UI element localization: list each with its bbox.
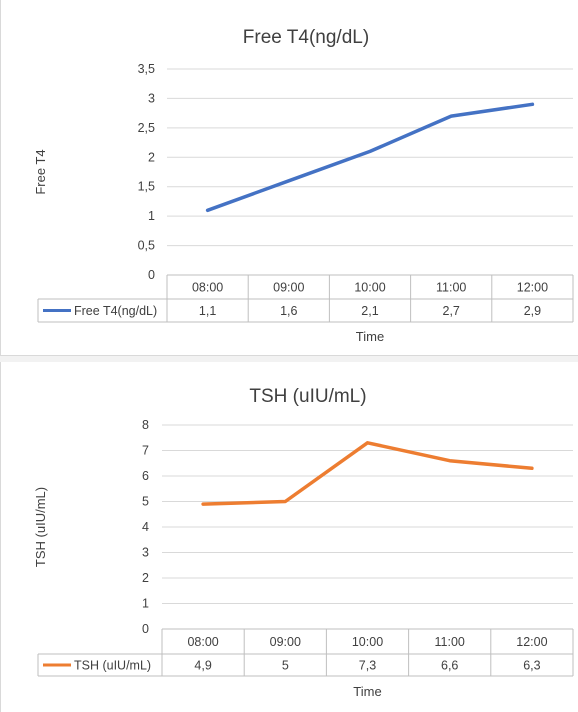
y-tick-label: 6	[142, 469, 149, 483]
y-tick-label: 2,5	[138, 121, 155, 135]
data-table-value: 4,9	[194, 659, 211, 673]
y-tick-label: 0	[142, 622, 149, 636]
chart-panel-tsh: TSH (uIU/mL) TSH (uIU/mL) 0 1 2 3 4 5 6 7 8 08:00 09…	[0, 362, 578, 712]
y-tick-label: 8	[142, 418, 149, 432]
chart-panel-free-t4: Free T4(ng/dL) Free T4 0 0,5 1 1,5 2 2,5 3 3,5 08:…	[0, 0, 578, 356]
x-category-label: 11:00	[436, 281, 466, 295]
free-t4-chart: Free T4(ng/dL) Free T4 0 0,5 1 1,5 2 2,5 3 3,5 08:…	[33, 27, 574, 344]
y-tick-label: 1	[148, 209, 155, 223]
y-axis-label: TSH (uIU/mL)	[33, 487, 48, 567]
legend-series-name: Free T4(ng/dL)	[74, 304, 157, 318]
x-axis-label: Time	[353, 684, 381, 699]
y-tick-label: 4	[142, 520, 149, 534]
x-category-label: 08:00	[187, 635, 218, 649]
data-table-value: 6,6	[441, 659, 458, 673]
data-table-value: 1,1	[199, 304, 216, 318]
y-tick-label: 7	[142, 444, 149, 458]
chart-title: TSH (uIU/mL)	[249, 386, 366, 407]
y-axis-label: Free T4	[33, 149, 48, 194]
data-table-value: 7,3	[359, 659, 376, 673]
y-tick-label: 1	[142, 597, 149, 611]
series-line	[201, 441, 534, 506]
x-category-label: 09:00	[273, 281, 304, 295]
panel-separator	[0, 356, 578, 362]
tsh-chart: TSH (uIU/mL) TSH (uIU/mL) 0 1 2 3 4 5 6 7 8 08:00 09…	[33, 386, 574, 699]
y-tick-label: 1,5	[138, 180, 155, 194]
data-table-value: 2,9	[524, 304, 541, 318]
x-category-label: 10:00	[352, 635, 383, 649]
x-category-label: 08:00	[192, 281, 223, 295]
y-tick-label: 2	[142, 571, 149, 585]
y-tick-label: 0,5	[138, 239, 155, 253]
x-category-label: 10:00	[354, 281, 385, 295]
x-category-label: 09:00	[270, 635, 301, 649]
data-table-value: 1,6	[280, 304, 297, 318]
legend-series-name: TSH (uIU/mL)	[74, 659, 151, 673]
x-category-label: 11:00	[435, 635, 465, 649]
y-tick-label: 3	[148, 91, 155, 105]
series-line	[205, 102, 535, 213]
x-category-label: 12:00	[517, 281, 548, 295]
data-table-value: 2,1	[361, 304, 378, 318]
y-tick-label: 2	[148, 150, 155, 164]
y-tick-label: 0	[148, 268, 155, 282]
chart-title: Free T4(ng/dL)	[243, 27, 369, 48]
y-tick-label: 3,5	[138, 62, 155, 76]
data-table-value: 6,3	[523, 659, 540, 673]
data-table-value: 5	[282, 659, 289, 673]
y-tick-label: 3	[142, 546, 149, 560]
data-table-value: 2,7	[443, 304, 460, 318]
x-category-label: 12:00	[516, 635, 547, 649]
y-tick-label: 5	[142, 495, 149, 509]
x-axis-label: Time	[356, 329, 384, 344]
